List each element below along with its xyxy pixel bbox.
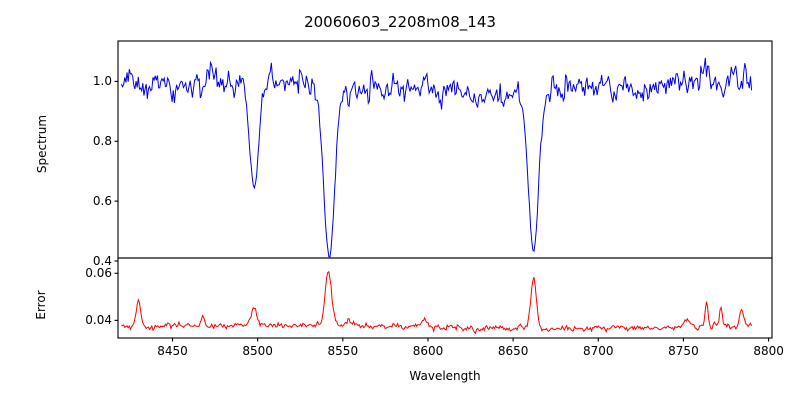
error-line [121, 270, 753, 335]
y-tick-label-error: 0.06 [85, 266, 112, 281]
x-tick-label: 8450 [157, 344, 188, 358]
figure-title: 20060603_2208m08_143 [304, 13, 496, 31]
x-tick-label: 8600 [412, 344, 444, 358]
x-tick-label: 8700 [583, 344, 614, 358]
y-tick-label-spectrum: 0.6 [92, 194, 112, 209]
x-tick-label: 8800 [753, 344, 784, 358]
x-tick-label: 8500 [242, 344, 273, 358]
y-tick-label-spectrum: 0.4 [92, 253, 112, 268]
y-tick-label-spectrum: 0.8 [92, 134, 112, 149]
y-tick-label-spectrum: 1.0 [92, 74, 112, 89]
x-tick-label: 8750 [668, 344, 699, 358]
x-axis-label: Wavelength [409, 369, 481, 383]
spectrum-line [120, 57, 753, 258]
x-tick-label: 8650 [497, 344, 529, 358]
error-panel-frame [117, 257, 773, 339]
x-tick-label: 8550 [327, 344, 359, 358]
y-tick-label-error: 0.04 [85, 313, 112, 328]
